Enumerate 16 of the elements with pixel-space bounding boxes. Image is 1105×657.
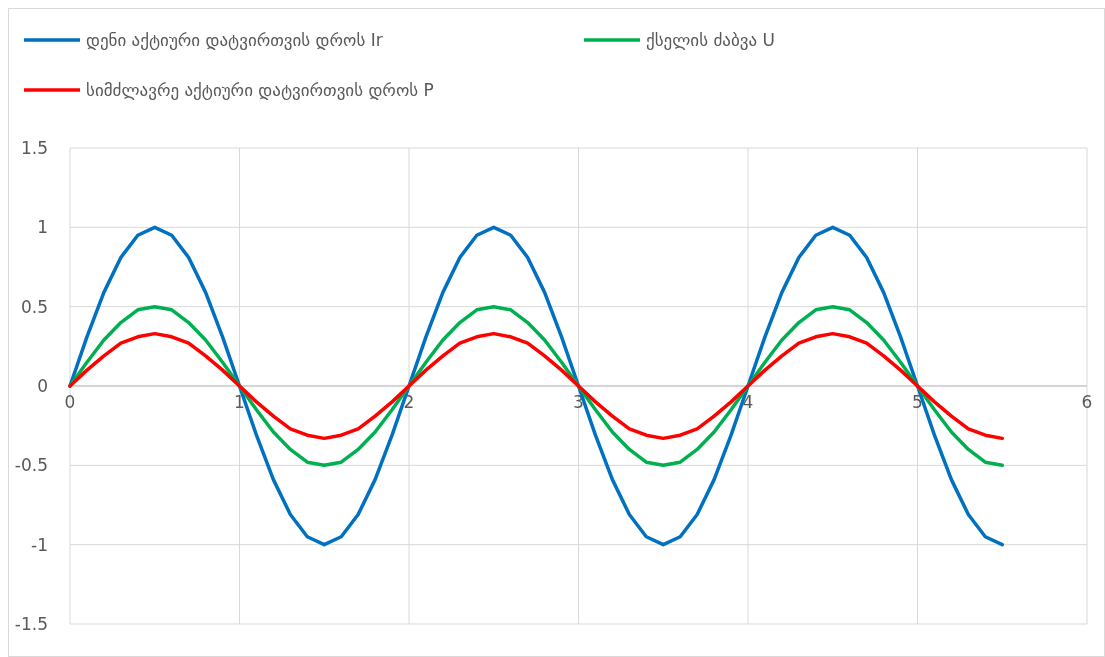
y-tick-label: 1.5 [20, 137, 48, 158]
legend-label: დენი აქტიური დატვირთვის დროს Ir [86, 29, 383, 50]
y-tick-label: 0.5 [20, 296, 48, 317]
y-tick-label: -1.5 [14, 613, 48, 634]
y-tick-label: -1 [31, 534, 48, 555]
legend-label: ქსელის ძაბვა U [646, 29, 775, 50]
x-tick-label: 5 [912, 392, 923, 412]
y-tick-label: -0.5 [14, 455, 48, 476]
legend-label: სიმძლავრე აქტიური დატვირთვის დროს P [86, 79, 434, 100]
x-tick-label: 4 [742, 392, 754, 412]
x-tick-label: 3 [573, 392, 584, 412]
y-tick-label: 1 [37, 217, 48, 238]
x-tick-label: 1 [234, 392, 245, 412]
y-tick-label: 0 [37, 375, 48, 396]
x-tick-label: 6 [1081, 392, 1093, 412]
x-tick-label: 0 [64, 392, 76, 412]
